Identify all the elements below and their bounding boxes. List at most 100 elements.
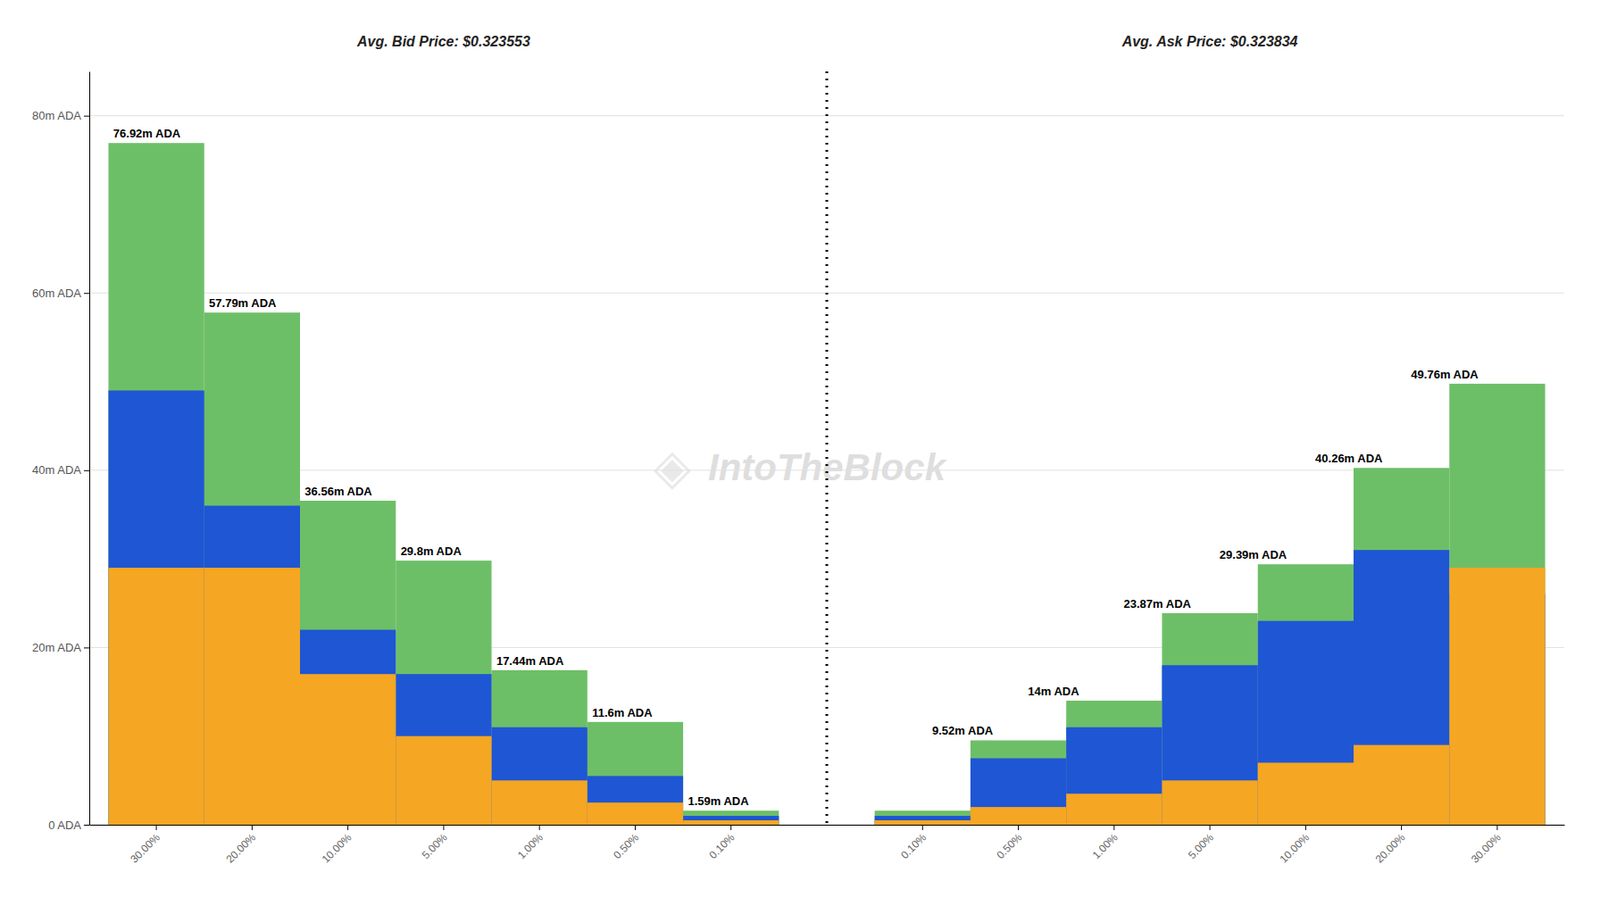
x-tick-mark (442, 825, 444, 831)
avg-bid-price: Avg. Bid Price: $0.323553 (356, 33, 531, 50)
x-tick-label: 1.00% (515, 831, 546, 862)
data-label: 23.87m ADA (1124, 597, 1192, 611)
chart: IntoTheBlock◈0 ADA20m ADA40m ADA60m ADA8… (0, 0, 1600, 914)
bar (204, 567, 300, 825)
data-label: 57.79m ADA (208, 296, 277, 310)
x-tick-label: 0.10% (707, 831, 738, 862)
bar (1066, 793, 1162, 825)
x-tick-label: 5.00% (1185, 831, 1217, 862)
y-tick: 20m ADA (32, 641, 90, 655)
center-line (825, 71, 829, 825)
bar (1161, 780, 1258, 825)
x-tick-mark (1496, 825, 1498, 831)
bar (491, 727, 588, 825)
bar (970, 807, 1067, 825)
bar (587, 802, 684, 825)
x-tick-label: 0.10% (898, 831, 929, 862)
y-tick-label: 0 ADA (48, 818, 82, 833)
y-tick-label: 40m ADA (32, 463, 82, 477)
x-tick: 1.00% (515, 825, 546, 862)
watermark: IntoTheBlock ◈ (653, 439, 949, 495)
data-label: 29.8m ADA (400, 544, 463, 559)
y-tick-label: 20m ADA (32, 641, 82, 655)
y-tick-mark (83, 292, 90, 294)
data-label: 1.59m ADA (687, 794, 750, 809)
bar (108, 567, 204, 825)
x-tick: 0.50% (993, 825, 1025, 862)
x-tick-mark (251, 825, 253, 831)
watermark-icon: ◈ (653, 439, 692, 495)
x-tick: 10.00% (319, 825, 355, 867)
bar (395, 674, 492, 825)
x-tick: 0.10% (707, 825, 738, 862)
y-tick: 40m ADA (32, 463, 90, 477)
x-tick-label: 1.00% (1090, 831, 1121, 862)
plot: IntoTheBlock◈0 ADA20m ADA40m ADA60m ADA8… (32, 33, 1565, 867)
bar (1258, 762, 1354, 825)
x-tick-label: 10.00% (319, 831, 355, 867)
x-tick-mark (1400, 825, 1402, 831)
bar (683, 816, 779, 825)
x-tick: 5.00% (419, 825, 450, 862)
y-tick: 0 ADA (48, 818, 90, 833)
avg-ask-price: Avg. Ask Price: $0.323834 (1121, 33, 1299, 50)
x-tick: 5.00% (1185, 825, 1217, 862)
x-axis: 30.00% 20.00% 10.00% 5.00% 1.00% 0.50% 0.10% 0.… (90, 825, 1566, 867)
x-tick: 0.10% (898, 825, 929, 862)
bar (491, 670, 588, 825)
watermark-text: IntoTheBlock (708, 446, 949, 489)
x-tick-mark (347, 825, 349, 831)
bar (395, 736, 492, 825)
x-tick-mark (922, 825, 924, 831)
x-tick-mark (1113, 825, 1115, 831)
bar (300, 674, 396, 825)
x-axis-line (90, 825, 1566, 826)
bar (683, 810, 779, 825)
x-tick-mark (156, 825, 158, 831)
bar (875, 816, 971, 825)
x-tick-mark (539, 825, 541, 831)
bar (108, 390, 204, 825)
x-tick: 30.00% (1468, 825, 1504, 867)
x-tick-mark (1017, 825, 1019, 831)
bar (587, 722, 684, 825)
x-tick: 1.00% (1090, 825, 1121, 862)
data-labels: 76.92m ADA 57.79m ADA 36.56m ADA 29.8m ADA 1… (113, 126, 1480, 809)
bar (970, 740, 1067, 825)
bar (1161, 665, 1258, 825)
y-tick-mark (83, 647, 90, 649)
grid-line (89, 469, 1565, 471)
bar (1449, 567, 1545, 825)
bar (1449, 383, 1545, 825)
bar (1353, 745, 1450, 825)
bar (204, 506, 300, 825)
x-tick: 20.00% (223, 825, 259, 867)
y-tick-mark (83, 825, 90, 826)
x-tick-label: 0.50% (993, 831, 1025, 862)
bar (108, 142, 204, 825)
y-tick-mark (83, 116, 90, 117)
data-label: 40.26m ADA (1315, 451, 1384, 466)
data-label: 17.44m ADA (496, 654, 565, 668)
x-tick: 30.00% (127, 825, 163, 867)
x-tick-label: 30.00% (127, 831, 163, 867)
bar (1353, 550, 1450, 825)
bar (1258, 621, 1354, 825)
data-label: 36.56m ADA (304, 484, 373, 499)
bar (300, 500, 396, 825)
x-tick: 10.00% (1276, 825, 1312, 867)
x-tick-label: 0.50% (610, 831, 642, 862)
y-axis: 0 ADA20m ADA40m ADA60m ADA80m ADA (32, 72, 90, 833)
y-tick-label: 80m ADA (32, 108, 82, 123)
bar (1066, 700, 1162, 825)
data-label: 9.52m ADA (932, 724, 994, 738)
bar (875, 820, 971, 825)
bar (1066, 727, 1162, 825)
data-label: 29.39m ADA (1219, 548, 1288, 562)
x-tick-mark (634, 825, 636, 831)
x-tick-label: 10.00% (1276, 831, 1312, 867)
x-tick-label: 30.00% (1468, 831, 1504, 867)
data-label: 76.92m ADA (113, 126, 182, 141)
y-tick: 80m ADA (32, 108, 90, 123)
bar (300, 630, 396, 825)
